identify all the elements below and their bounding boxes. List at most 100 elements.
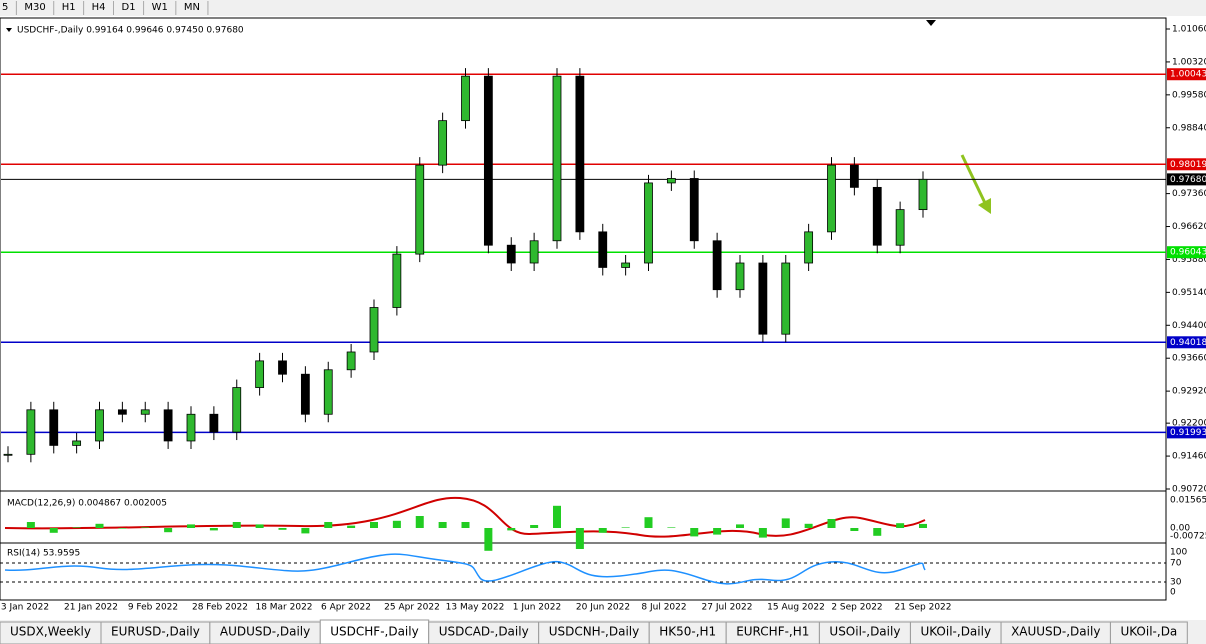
- level-label: 0.91993: [1170, 428, 1206, 438]
- price-tick-label: 0.97360: [1172, 189, 1206, 199]
- macd-bar: [301, 528, 310, 534]
- date-label: 8 Jul 2022: [641, 603, 686, 613]
- macd-bar: [713, 528, 722, 535]
- tab[interactable]: UKOil-,Daily: [920, 625, 991, 639]
- rsi-tick-label: 0: [1170, 588, 1176, 598]
- macd-bar: [484, 528, 493, 551]
- candle-body: [369, 307, 379, 353]
- price-tick-label: 0.92200: [1172, 419, 1206, 429]
- timeframe-button[interactable]: 5: [2, 2, 8, 13]
- date-label: 6 Apr 2022: [321, 603, 371, 613]
- macd-bar: [896, 523, 905, 528]
- rsi-tick-label: 70: [1170, 559, 1182, 569]
- date-label: 27 Jul 2022: [702, 603, 753, 613]
- tab-bg[interactable]: [319, 619, 430, 644]
- candle-body: [346, 351, 356, 371]
- tab[interactable]: USDX,Weekly: [10, 625, 91, 639]
- macd-bar: [141, 527, 150, 528]
- candle-body: [735, 262, 745, 291]
- price-tick-label: 0.98840: [1172, 123, 1206, 133]
- candle-body: [918, 178, 928, 211]
- timeframe-button[interactable]: H1: [62, 2, 76, 13]
- candle-body: [598, 231, 608, 268]
- price-tick-label: 0.95140: [1172, 288, 1206, 298]
- macd-bar: [461, 522, 470, 528]
- macd-bar: [164, 528, 173, 533]
- candle-body: [781, 262, 791, 335]
- date-label: 2 Sep 2022: [831, 603, 882, 613]
- tab[interactable]: USDCHF-,Daily: [330, 625, 418, 639]
- candle-body: [849, 164, 859, 188]
- date-label: 9 Feb 2022: [128, 603, 178, 613]
- level-label-box: [1167, 173, 1206, 186]
- macd-bar: [575, 528, 584, 549]
- candle-body: [872, 186, 882, 246]
- rsi-label: RSI(14) 53.9595: [7, 549, 80, 559]
- level-label-box: [1167, 336, 1206, 349]
- price-tick-label: 0.91460: [1172, 452, 1206, 462]
- timeframe-button[interactable]: M30: [24, 2, 45, 13]
- date-label: 25 Apr 2022: [384, 603, 440, 613]
- tab[interactable]: UKOil-,Da: [1120, 625, 1177, 639]
- rsi-tick-label: 30: [1170, 578, 1182, 588]
- candle-body: [72, 440, 82, 446]
- candle-body: [689, 178, 699, 242]
- tab[interactable]: XAUUSD-,Daily: [1011, 625, 1100, 639]
- macd-bar: [804, 523, 813, 528]
- macd-bar: [873, 528, 882, 536]
- price-tick-label: 0.93660: [1172, 354, 1206, 364]
- level-label: 0.97680: [1170, 175, 1206, 185]
- candle-body: [575, 75, 585, 233]
- macd-bar: [827, 519, 836, 528]
- date-label: 1 Jun 2022: [513, 603, 561, 613]
- tab[interactable]: USDCNH-,Daily: [549, 625, 640, 639]
- macd-bar: [26, 522, 35, 528]
- macd-bar: [95, 523, 104, 528]
- timeframe-button[interactable]: H4: [92, 2, 106, 13]
- candle-body: [461, 75, 470, 122]
- rsi-line: [4, 553, 926, 585]
- macd-bar: [736, 524, 744, 528]
- date-label: 15 Aug 2022: [767, 603, 825, 613]
- candle-body: [804, 231, 814, 264]
- price-tick-label: 0.92920: [1172, 387, 1206, 397]
- macd-bar: [347, 525, 356, 528]
- date-label: 28 Feb 2022: [192, 603, 248, 613]
- macd-bar: [919, 523, 927, 528]
- macd-bar: [72, 527, 81, 528]
- tab[interactable]: EURUSD-,Daily: [111, 625, 200, 639]
- macd-label: MACD(12,26,9) 0.004867 0.002005: [7, 499, 167, 509]
- candle-body: [300, 373, 310, 415]
- tab[interactable]: EURCHF-,H1: [736, 625, 809, 639]
- toolbar: [0, 0, 1206, 16]
- tab[interactable]: USDCAD-,Daily: [439, 625, 529, 639]
- macd-bar: [49, 528, 58, 533]
- date-label: 21 Sep 2022: [894, 603, 951, 613]
- tab-bg[interactable]: [1109, 621, 1188, 644]
- price-tick-label: 1.01060: [1172, 25, 1206, 35]
- candle-body: [3, 453, 13, 456]
- price-tick-label: 0.99580: [1172, 90, 1206, 100]
- tab[interactable]: HK50-,H1: [659, 625, 716, 639]
- tab[interactable]: AUDUSD-,Daily: [220, 625, 310, 639]
- tab[interactable]: USOil-,Daily: [829, 625, 900, 639]
- macd-bar: [621, 527, 630, 528]
- timeframe-button[interactable]: MN: [184, 2, 200, 13]
- candle-body: [529, 240, 539, 264]
- macd-tick-label: 0.00: [1170, 524, 1190, 534]
- shift-marker: [926, 20, 936, 26]
- macd-bar: [255, 524, 264, 528]
- macd-bar: [598, 528, 607, 533]
- candle-body: [49, 409, 59, 446]
- date-label: 20 Jun 2022: [576, 603, 630, 613]
- timeframe-button[interactable]: D1: [122, 2, 136, 13]
- candle-body: [323, 369, 333, 415]
- price-tick-label: 0.95880: [1172, 255, 1206, 265]
- price-tick-label: 1.00320: [1172, 57, 1206, 67]
- candle-body: [666, 178, 676, 184]
- level-label-box: [1167, 426, 1206, 439]
- timeframe-button[interactable]: W1: [152, 2, 168, 13]
- date-label: 18 Mar 2022: [255, 603, 312, 613]
- candle-body: [95, 409, 104, 442]
